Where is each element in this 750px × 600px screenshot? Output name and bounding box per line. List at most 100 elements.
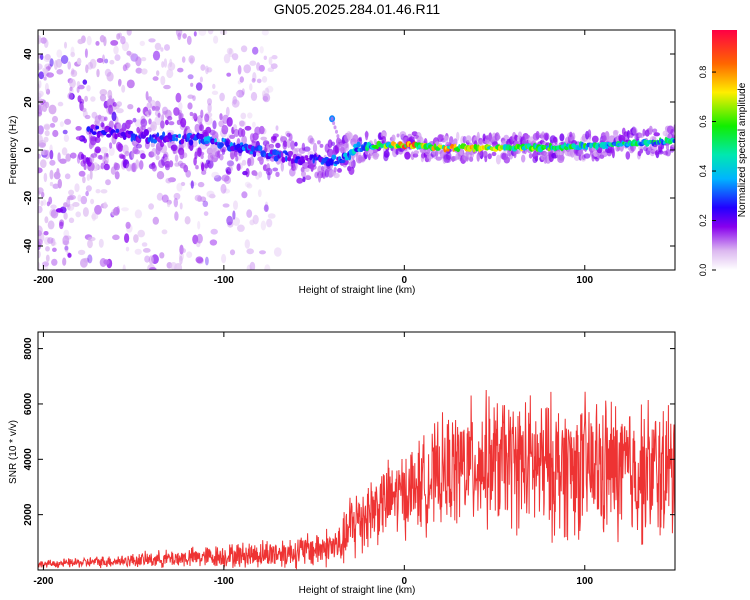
- noise-speckle: [264, 264, 271, 270]
- noise-speckle: [139, 40, 145, 47]
- ridge-halo: [167, 115, 173, 121]
- noise-speckle: [212, 83, 216, 90]
- noise-speckle: [47, 220, 55, 230]
- ridge-halo: [173, 107, 180, 116]
- noise-speckle: [68, 189, 75, 196]
- ridge-point: [162, 131, 166, 137]
- noise-speckle: [63, 212, 68, 220]
- noise-speckle: [83, 257, 90, 263]
- noise-speckle: [210, 228, 218, 235]
- noise-speckle: [246, 264, 252, 270]
- noise-speckle: [252, 72, 257, 82]
- ridge-halo: [132, 117, 137, 123]
- noise-speckle: [111, 111, 117, 122]
- ridge-halo: [141, 124, 146, 131]
- noise-speckle: [52, 115, 58, 123]
- ridge-halo: [555, 151, 561, 156]
- noise-speckle: [100, 189, 108, 194]
- ridge-halo: [528, 153, 533, 159]
- noise-speckle: [109, 59, 115, 65]
- noise-speckle: [59, 221, 64, 230]
- noise-speckle: [271, 55, 278, 60]
- noise-speckle: [96, 68, 100, 78]
- ridge-halo: [552, 136, 558, 143]
- noise-speckle: [188, 55, 195, 64]
- noise-speckle: [44, 149, 50, 160]
- ridge-point: [356, 141, 361, 148]
- ridge-point: [178, 133, 181, 139]
- noise-speckle: [264, 201, 269, 212]
- colorbar-label: Normalized spectral amplitude: [737, 82, 748, 217]
- noise-speckle: [77, 84, 85, 90]
- noise-speckle: [165, 177, 172, 184]
- noise-speckle: [87, 61, 93, 70]
- spec-y-tick-label: 40: [23, 48, 34, 60]
- noise-speckle: [250, 91, 258, 101]
- noise-speckle: [38, 205, 43, 214]
- ridge-halo: [210, 142, 218, 152]
- noise-speckle: [38, 71, 45, 80]
- noise-speckle: [179, 244, 184, 255]
- noise-speckle: [152, 76, 159, 81]
- noise-speckle: [203, 211, 209, 217]
- ridge-halo: [404, 151, 411, 160]
- ridge-halo: [126, 119, 133, 125]
- noise-speckle: [244, 181, 251, 188]
- ridge-point: [127, 130, 134, 135]
- ridge-point: [250, 145, 256, 153]
- ridge-point: [295, 156, 301, 160]
- noise-speckle: [91, 213, 99, 220]
- snr-y-tick-label: 6000: [23, 392, 34, 415]
- noise-speckle: [133, 234, 139, 243]
- noise-speckle: [207, 103, 212, 113]
- noise-speckle: [59, 121, 64, 127]
- noise-speckle: [145, 91, 149, 101]
- ridge-halo: [318, 173, 321, 183]
- ridge-halo: [241, 135, 248, 145]
- noise-speckle: [44, 82, 49, 93]
- noise-speckle: [196, 233, 203, 244]
- ridge-halo: [265, 167, 273, 176]
- noise-speckle: [267, 213, 276, 219]
- noise-speckle: [86, 174, 91, 181]
- ridge-point: [280, 151, 284, 158]
- noise-speckle: [118, 32, 122, 38]
- noise-speckle: [226, 215, 233, 226]
- noise-speckle: [85, 185, 92, 192]
- noise-speckle: [195, 256, 204, 264]
- noise-speckle: [50, 204, 57, 210]
- snr-x-tick-label: 100: [576, 576, 593, 587]
- ridge-halo: [327, 168, 334, 178]
- noise-speckle: [262, 95, 269, 102]
- ridge-halo: [317, 140, 321, 145]
- snr-panel: -200 -100 0 100 2000 4000 6000 8000 Height of s…: [8, 331, 676, 596]
- ridge-halo: [194, 151, 198, 160]
- noise-speckle: [241, 88, 245, 96]
- noise-speckle: [126, 79, 135, 89]
- ridge-point: [218, 142, 224, 148]
- ridge-halo: [673, 123, 675, 133]
- noise-speckle: [64, 41, 67, 49]
- ridge-halo: [327, 139, 333, 149]
- noise-speckle: [247, 112, 253, 119]
- ridge-halo: [535, 131, 540, 140]
- noise-speckle: [223, 188, 231, 194]
- ridge-halo: [258, 156, 264, 162]
- ridge-halo: [150, 121, 157, 132]
- noise-speckle: [237, 224, 245, 232]
- noise-speckle: [116, 108, 124, 114]
- noise-speckle: [256, 62, 261, 71]
- noise-speckle: [54, 60, 58, 70]
- noise-speckle: [263, 55, 267, 60]
- noise-speckle: [197, 220, 201, 230]
- noise-speckle: [186, 251, 193, 258]
- ridge-point: [143, 129, 149, 136]
- noise-speckle: [170, 262, 177, 270]
- noise-speckle: [179, 202, 183, 210]
- snr-plot-area: [38, 332, 675, 570]
- noise-speckle: [213, 175, 222, 182]
- ridge-halo: [75, 136, 83, 141]
- noise-speckle: [41, 191, 45, 198]
- noise-speckle: [229, 249, 236, 256]
